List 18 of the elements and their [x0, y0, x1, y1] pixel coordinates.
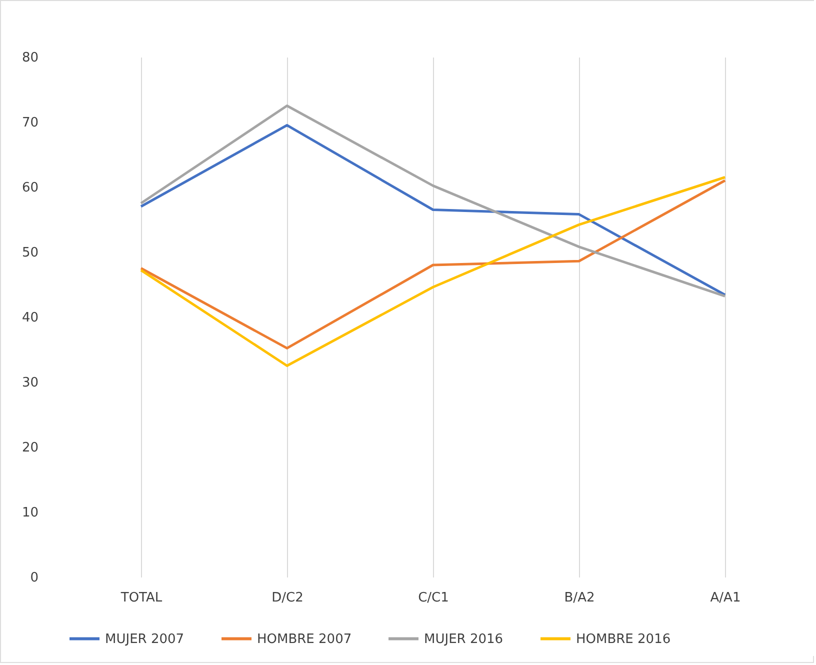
legend-label: HOMBRE 2007 [257, 632, 352, 647]
legend-label: MUJER 2007 [105, 632, 184, 647]
x-tick-label: TOTAL [120, 590, 163, 606]
x-tick-label: B/A2 [564, 590, 595, 606]
legend-label: HOMBRE 2016 [576, 632, 671, 647]
y-tick-label: 60 [22, 180, 38, 196]
legend-label: MUJER 2016 [424, 632, 504, 647]
y-tick-label: 0 [30, 570, 38, 586]
x-tick-label: A/A1 [710, 590, 741, 606]
y-tick-label: 10 [22, 506, 38, 520]
y-tick-label: 50 [22, 246, 38, 260]
y-tick-label: 20 [22, 440, 38, 456]
x-tick-label: D/C2 [272, 590, 304, 606]
y-tick-label: 30 [22, 376, 38, 390]
y-tick-label: 80 [22, 50, 38, 66]
y-tick-label: 40 [22, 310, 38, 326]
x-tick-label: C/C1 [418, 590, 449, 606]
y-tick-label: 70 [22, 116, 38, 130]
